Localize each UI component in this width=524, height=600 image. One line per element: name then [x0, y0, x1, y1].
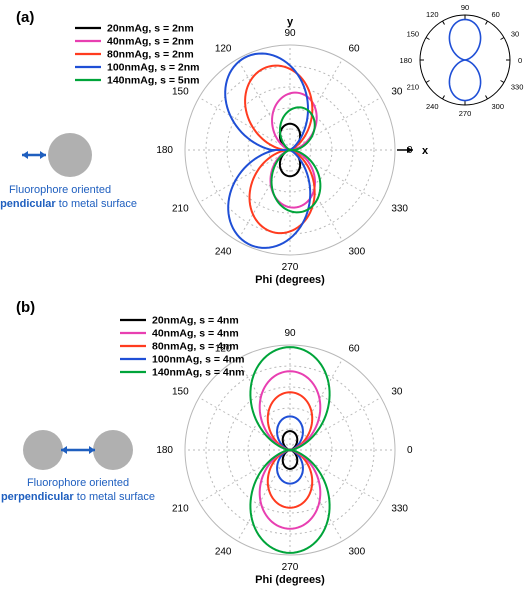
svg-text:120: 120	[426, 10, 439, 19]
svg-text:30: 30	[391, 387, 403, 398]
svg-text:120: 120	[215, 44, 232, 55]
svg-text:y: y	[287, 16, 294, 28]
svg-text:40nmAg, s = 4nm: 40nmAg, s = 4nm	[152, 328, 239, 340]
svg-text:210: 210	[407, 83, 420, 92]
svg-text:150: 150	[407, 30, 420, 39]
svg-text:(b): (b)	[16, 299, 35, 316]
svg-text:240: 240	[215, 546, 232, 557]
svg-text:330: 330	[391, 204, 408, 215]
svg-text:20nmAg, s = 4nm: 20nmAg, s = 4nm	[152, 315, 239, 327]
svg-text:Fluorophore oriented: Fluorophore oriented	[27, 477, 129, 489]
svg-text:90: 90	[284, 28, 296, 39]
svg-text:270: 270	[282, 262, 299, 273]
svg-text:180: 180	[156, 445, 173, 456]
svg-text:90: 90	[284, 328, 296, 339]
svg-text:x: x	[422, 145, 429, 157]
svg-text:(a): (a)	[16, 9, 34, 26]
svg-text:60: 60	[349, 344, 361, 355]
svg-text:180: 180	[156, 145, 173, 156]
svg-text:Phi (degrees): Phi (degrees)	[255, 574, 325, 586]
svg-text:240: 240	[215, 246, 232, 257]
svg-text:80nmAg, s = 2nm: 80nmAg, s = 2nm	[107, 49, 194, 61]
svg-text:0: 0	[407, 445, 413, 456]
svg-text:60: 60	[349, 44, 361, 55]
svg-text:Phi (degrees): Phi (degrees)	[255, 274, 325, 286]
svg-text:100nmAg, s = 2nm: 100nmAg, s = 2nm	[107, 62, 200, 74]
svg-text:90: 90	[461, 3, 469, 12]
svg-text:30: 30	[391, 87, 403, 98]
svg-text:300: 300	[349, 246, 366, 257]
figure-svg: (a)0306090120150180210240270300330xyPhi …	[0, 0, 524, 600]
svg-text:60: 60	[492, 10, 500, 19]
svg-text:140nmAg, s = 5nm: 140nmAg, s = 5nm	[107, 75, 200, 87]
svg-text:300: 300	[349, 546, 366, 557]
svg-text:300: 300	[492, 102, 505, 111]
svg-text:270: 270	[459, 109, 472, 118]
svg-text:180: 180	[399, 56, 412, 65]
svg-text:100nmAg, s = 4nm: 100nmAg, s = 4nm	[152, 354, 245, 366]
svg-text:210: 210	[172, 204, 189, 215]
svg-text:240: 240	[426, 102, 439, 111]
svg-text:Fluorophore oriented: Fluorophore oriented	[9, 184, 111, 196]
svg-text:270: 270	[282, 562, 299, 573]
svg-text:30: 30	[511, 30, 519, 39]
svg-text:330: 330	[391, 504, 408, 515]
svg-text:140nmAg, s = 4nm: 140nmAg, s = 4nm	[152, 367, 245, 379]
svg-text:330: 330	[511, 83, 524, 92]
svg-text:20nmAg, s = 2nm: 20nmAg, s = 2nm	[107, 23, 194, 35]
svg-text:0: 0	[518, 56, 522, 65]
svg-text:40nmAg, s = 2nm: 40nmAg, s = 2nm	[107, 36, 194, 48]
svg-text:150: 150	[172, 387, 189, 398]
svg-text:perpendicular to metal surface: perpendicular to metal surface	[0, 198, 137, 210]
svg-text:210: 210	[172, 504, 189, 515]
svg-text:150: 150	[172, 87, 189, 98]
svg-text:80nmAg, s = 4nm: 80nmAg, s = 4nm	[152, 341, 239, 353]
svg-text:perpendicular to metal surface: perpendicular to metal surface	[1, 491, 155, 503]
